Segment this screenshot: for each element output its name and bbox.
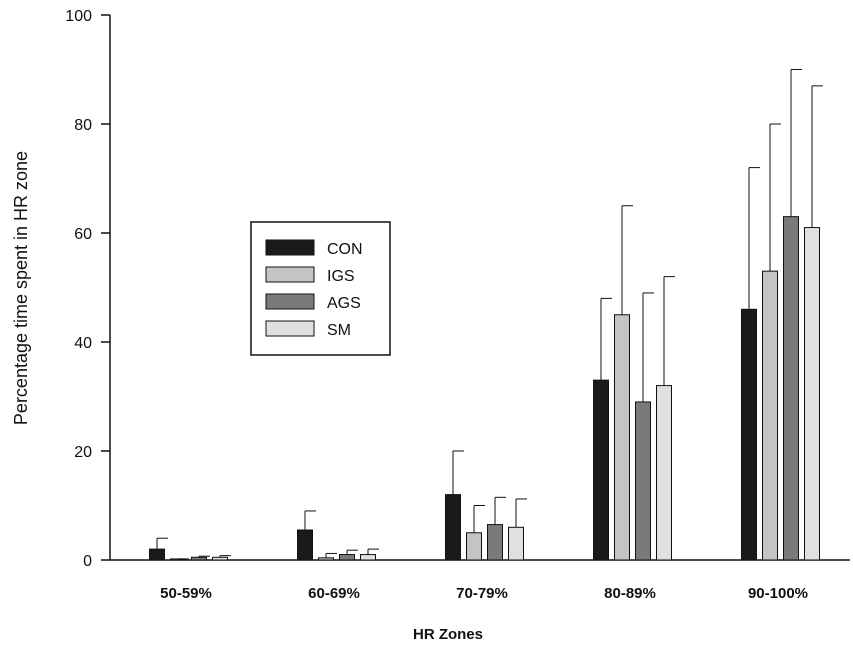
x-tick-label: 60-69% [308, 585, 360, 602]
legend-swatch-sm [265, 320, 315, 337]
axes: 0 20 40 60 80 100 50-59% 60-69% 70-79% 80-89% 90-1… [65, 8, 850, 602]
bar-sm [212, 556, 228, 561]
x-tick-label: 80-89% [604, 585, 656, 602]
bar-ags [191, 556, 207, 561]
bar-ags [487, 524, 503, 561]
bar-ags [339, 554, 355, 561]
y-axis-title: Percentage time spent in HR zone [11, 151, 31, 425]
legend-swatch-con [265, 239, 315, 256]
bar-con [593, 379, 609, 561]
bar-igs [466, 532, 482, 561]
bar-sm [804, 227, 820, 561]
legend-swatch-igs [265, 266, 315, 283]
bar-igs [762, 270, 778, 561]
legend-label: IGS [327, 268, 355, 285]
bar-sm [656, 385, 672, 561]
bar-con [445, 494, 461, 561]
bar-con [149, 548, 165, 561]
y-tick-label: 60 [74, 226, 92, 243]
bars [149, 216, 820, 561]
bar-ags [635, 401, 651, 561]
legend-swatch-ags [265, 293, 315, 310]
bar-con [741, 308, 757, 561]
x-tick-label: 70-79% [456, 585, 508, 602]
bar-ags [783, 216, 799, 561]
y-tick-label: 100 [65, 8, 92, 25]
bar-con [297, 529, 313, 561]
legend-label: AGS [327, 295, 361, 312]
legend-label: CON [327, 241, 363, 258]
y-tick-label: 0 [83, 553, 92, 570]
x-tick-label: 50-59% [160, 585, 212, 602]
y-tick-label: 80 [74, 117, 92, 134]
y-tick-label: 40 [74, 335, 92, 352]
error-bars [156, 69, 823, 560]
y-tick-label: 20 [74, 444, 92, 461]
bar-sm [360, 554, 376, 561]
bar-igs [614, 314, 630, 561]
bar-sm [508, 526, 524, 561]
x-axis-title: HR Zones [413, 626, 483, 643]
legend: CON IGS AGS SM [250, 221, 391, 356]
legend-label: SM [327, 322, 351, 339]
bar-igs [318, 557, 334, 561]
x-tick-label: 90-100% [748, 585, 808, 602]
